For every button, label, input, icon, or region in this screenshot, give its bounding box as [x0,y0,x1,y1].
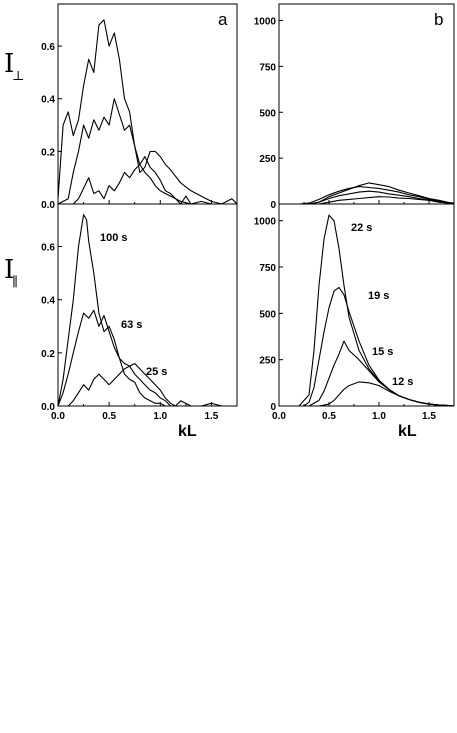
y-tick-label: 0.0 [41,200,55,211]
series-line-4 [318,381,455,407]
series-label-12s: 12 s [392,376,413,388]
x-axis-label-a: kL [178,423,197,440]
series-label-63s: 63 s [121,319,142,331]
panel-a-top: 0.0 0.2 0.4 0.6 [41,19,238,211]
x-tick-label: 1.5 [204,411,218,422]
series-line-1 [299,182,455,205]
x-tick-label: 0.0 [51,411,65,422]
panel-b-bottom-frame [278,203,455,407]
x-tick-label: 1.0 [372,411,386,422]
y-tick-label: 500 [259,309,276,320]
x-axis-label-b: kL [398,423,417,440]
y-tick-label: 0.6 [41,42,55,53]
y-tick-label: 500 [259,108,276,119]
panel-a-top-frame [57,3,238,205]
y-tick-label: 0.2 [41,147,55,158]
y-tick-label: 1000 [254,217,277,228]
y-tick-label: 0.0 [41,402,55,413]
x-tick-label: 1.5 [422,411,436,422]
y-tick-label: 0.4 [41,296,55,307]
y-tick-label: 0 [270,402,276,413]
series-label-100s: 100 s [100,232,128,244]
panel-b-top-frame [278,3,455,205]
y-tick-label: 1000 [254,17,277,28]
panel-a-bottom-frame [57,203,238,407]
y-tick-label: 750 [259,62,276,73]
x-tick-label: 0.5 [322,411,336,422]
x-tick-label: 1.0 [153,411,167,422]
series-label-25s: 25 s [146,366,167,378]
series-line-4 [318,196,455,205]
y-axis-label-parallel: I [4,255,14,285]
panel-b-letter: b [434,10,443,29]
y-tick-label: 0.6 [41,243,55,254]
panel-a-bottom: 0.0 0.2 0.4 0.6 0.0 0.5 1.0 1.5 [41,214,238,422]
y-axis-label-perp: I [4,49,14,79]
x-tick-label: 0.0 [272,411,286,422]
y-tick-label: 750 [259,263,276,274]
series-line-1 [57,19,237,205]
series-line-1 [298,214,455,407]
series-line-2 [57,98,237,205]
y-tick-label: 0.4 [41,95,55,106]
series-line-2 [57,309,237,407]
y-axis-label-perp-subscript: ⊥ [12,69,24,84]
y-tick-label: 250 [259,356,276,367]
series-label-15s: 15 s [372,346,393,358]
series-line-3 [58,156,238,205]
y-tick-label: 250 [259,154,276,165]
y-axis-label-parallel-subscript: ∥ [12,275,18,290]
series-label-22s: 22 s [351,222,372,234]
series-label-19s: 19 s [368,290,389,302]
series-line-3 [58,362,237,407]
series-line-2 [298,186,455,205]
y-tick-label: 0 [270,200,276,211]
panel-b-top: 0 250 500 750 1000 [254,17,455,211]
panel-a-letter: a [218,10,228,29]
panel-b-bottom: 0 250 500 750 1000 0.0 0.5 1.0 1.5 [254,214,455,422]
y-tick-label: 0.2 [41,349,55,360]
x-tick-label: 0.5 [102,411,116,422]
